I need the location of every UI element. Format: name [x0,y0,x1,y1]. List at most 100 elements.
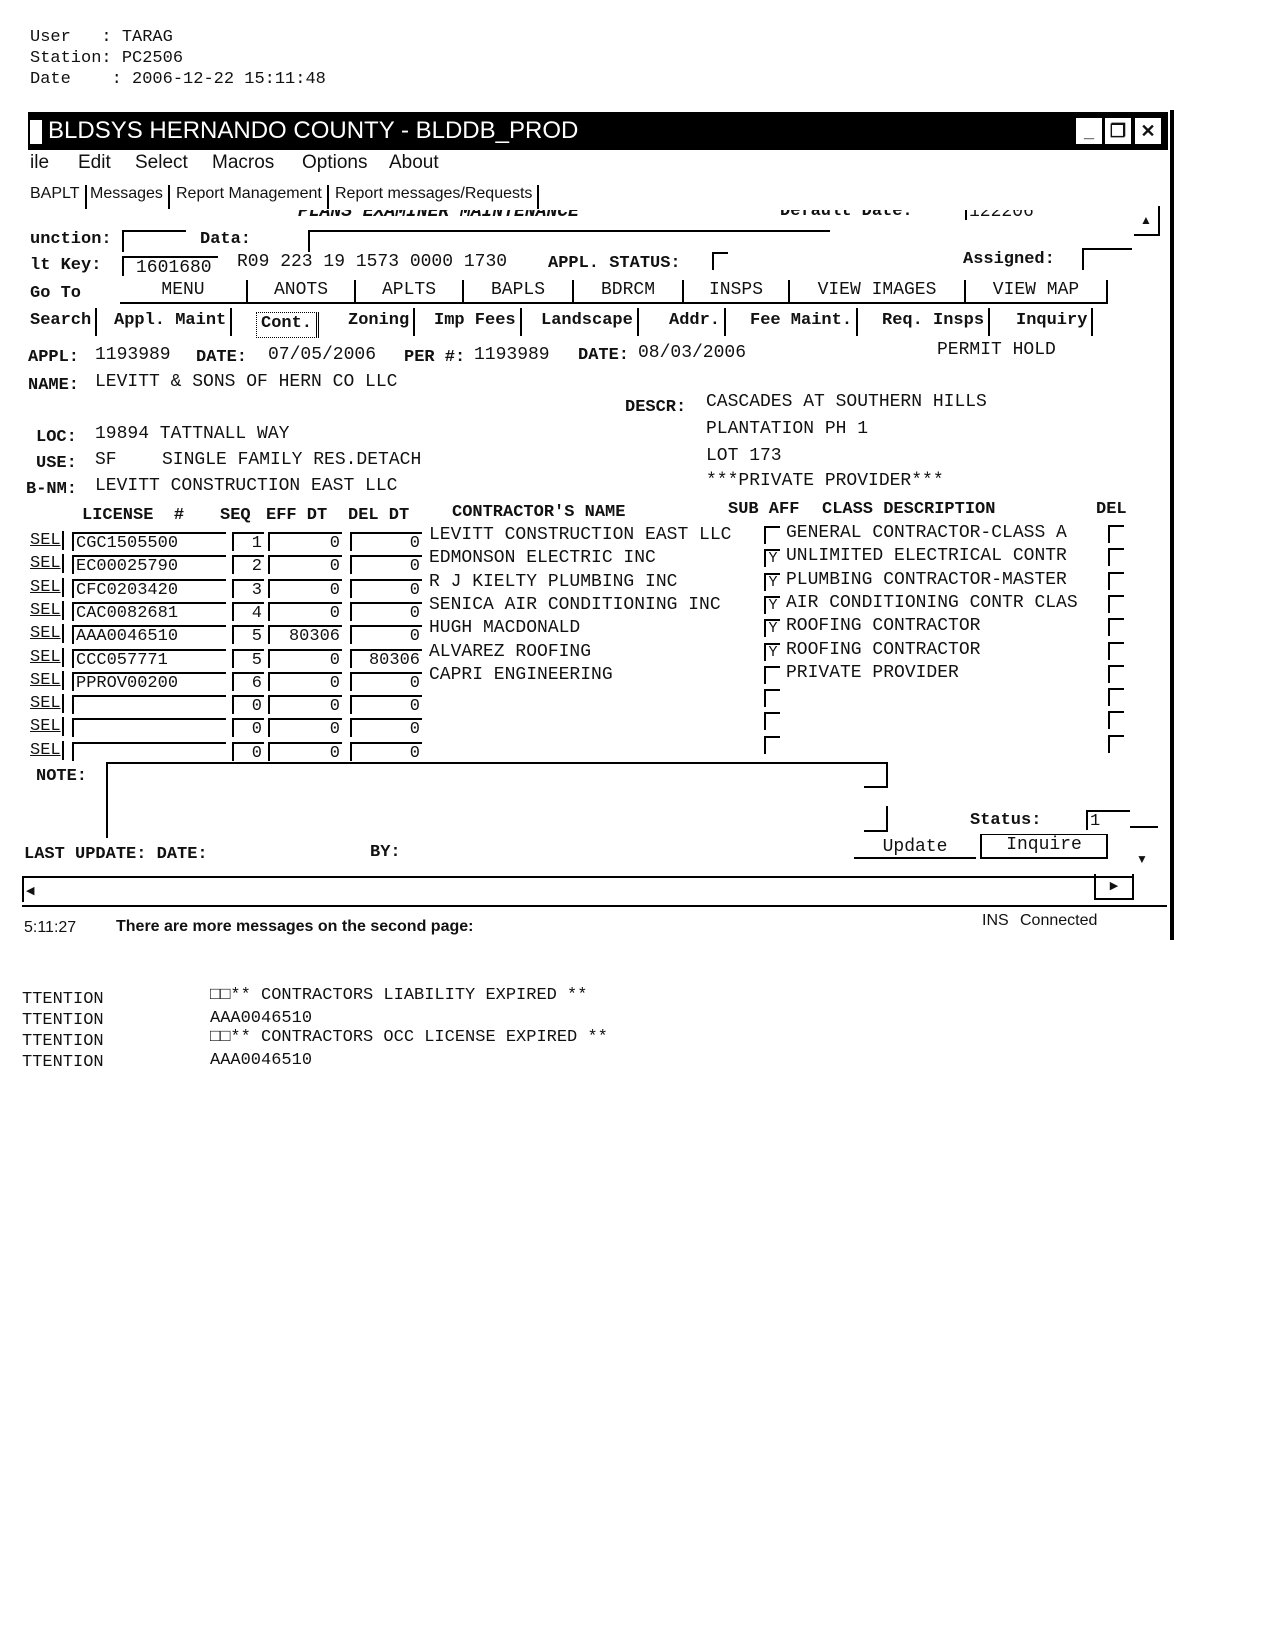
menu-about[interactable]: About [389,152,439,173]
sub-aff-checkbox[interactable]: Y [764,619,780,638]
goto-anots-button[interactable]: ANOTS [248,280,356,304]
del-checkbox[interactable] [1108,711,1124,730]
addr-button[interactable]: Addr. [665,308,727,336]
del-dt-input[interactable]: 0 [350,671,422,691]
seq-input[interactable]: 5 [232,648,264,668]
license-input[interactable] [72,718,226,738]
sel-button[interactable]: SEL [30,600,64,620]
eff-dt-input[interactable]: 0 [268,695,342,715]
del-dt-input[interactable]: 0 [350,578,422,598]
update-button[interactable]: Update [854,837,976,859]
del-checkbox[interactable] [1108,571,1124,590]
goto-aplts-button[interactable]: APLTS [356,280,464,304]
seq-input[interactable]: 1 [232,532,264,551]
eff-dt-input[interactable]: 0 [268,578,342,598]
license-input[interactable]: PPROV00200 [72,671,226,691]
scroll-right-icon[interactable]: ▶ [1094,874,1134,900]
minimize-icon[interactable]: _ [1075,117,1103,145]
tab-messages[interactable]: Messages [90,185,170,209]
sub-aff-checkbox[interactable]: Y [764,572,780,591]
eff-dt-input[interactable]: 0 [268,671,342,691]
goto-view-images-button[interactable]: VIEW IMAGES [790,280,966,304]
license-input[interactable]: CFC0203420 [72,578,226,598]
menu-select[interactable]: Select [135,152,188,173]
appl-status-input[interactable] [712,252,728,270]
zoning-button[interactable]: Zoning [344,308,416,336]
eff-dt-input[interactable]: 0 [268,532,342,551]
del-checkbox[interactable] [1108,641,1124,660]
inquire-button[interactable]: Inquire [980,834,1108,859]
sel-button[interactable]: SEL [30,740,64,760]
sub-aff-checkbox[interactable]: Y [764,595,780,614]
seq-input[interactable]: 0 [232,695,264,715]
del-dt-input[interactable]: 80306 [350,648,422,668]
appl-maint-button[interactable]: Appl. Maint [110,308,233,336]
del-dt-input[interactable]: 0 [350,718,422,738]
seq-input[interactable]: 5 [232,625,264,645]
goto-bapls-button[interactable]: BAPLS [464,280,574,304]
eff-dt-input[interactable]: 0 [268,718,342,738]
horizontal-scrollbar[interactable] [22,876,1134,902]
tab-baplt[interactable]: BAPLT [30,185,87,209]
assigned-input[interactable] [1082,248,1132,270]
sub-aff-checkbox[interactable] [764,689,780,708]
goto-menu-button[interactable]: MENU [120,280,248,304]
status-input[interactable]: 1 [1086,810,1130,830]
scroll-down-icon[interactable]: ▼ [1136,852,1148,866]
sub-aff-checkbox[interactable] [764,735,780,754]
restore-icon[interactable]: ❐ [1104,117,1132,145]
sel-button[interactable]: SEL [30,577,64,597]
del-checkbox[interactable] [1108,618,1124,637]
del-checkbox[interactable] [1108,548,1124,567]
note-input[interactable] [106,762,888,838]
license-input[interactable]: CCC057771 [72,648,226,668]
fee-maint-button[interactable]: Fee Maint. [746,308,859,336]
eff-dt-input[interactable]: 0 [268,648,342,668]
sub-aff-checkbox[interactable] [764,526,780,544]
seq-input[interactable]: 0 [232,718,264,738]
data-input[interactable] [308,230,830,252]
tab-report-messages[interactable]: Report messages/Requests [335,185,540,209]
license-input[interactable] [72,741,226,761]
tab-report-management[interactable]: Report Management [176,185,329,209]
eff-dt-input[interactable]: 80306 [268,625,342,645]
search-button[interactable]: Search [26,308,98,336]
license-input[interactable] [72,695,226,715]
menu-file[interactable]: ile [30,152,50,173]
del-dt-input[interactable]: 0 [350,741,422,761]
sel-button[interactable]: SEL [30,670,64,690]
alt-key-input[interactable]: 1601680 [122,256,218,278]
license-input[interactable]: CAC0082681 [72,601,226,621]
landscape-button[interactable]: Landscape [537,308,639,336]
eff-dt-input[interactable]: 0 [268,601,342,621]
sel-button[interactable]: SEL [30,647,64,667]
imp-fees-button[interactable]: Imp Fees [430,308,522,336]
goto-insps-button[interactable]: INSPS [684,280,790,304]
eff-dt-input[interactable]: 0 [268,555,342,575]
license-input[interactable]: EC00025790 [72,555,226,575]
del-checkbox[interactable] [1108,688,1124,707]
function-input[interactable] [122,230,186,252]
sub-aff-checkbox[interactable]: Y [764,549,780,568]
del-dt-input[interactable]: 0 [350,695,422,715]
del-dt-input[interactable]: 0 [350,555,422,575]
sel-button[interactable]: SEL [30,717,64,737]
del-dt-input[interactable]: 0 [350,601,422,621]
sel-button[interactable]: SEL [30,554,64,574]
del-checkbox[interactable] [1108,525,1124,543]
seq-input[interactable]: 2 [232,555,264,575]
inquiry-button[interactable]: Inquiry [1012,308,1094,336]
sel-button[interactable]: SEL [30,694,64,714]
close-icon[interactable]: ✕ [1134,117,1162,145]
seq-input[interactable]: 4 [232,601,264,621]
sub-aff-checkbox[interactable] [764,665,780,684]
del-dt-input[interactable]: 0 [350,532,422,551]
license-input[interactable]: CGC1505500 [72,532,226,551]
seq-input[interactable]: 6 [232,671,264,691]
menu-options[interactable]: Options [302,152,368,173]
req-insps-button[interactable]: Req. Insps [878,308,991,336]
sel-button[interactable]: SEL [30,624,64,644]
sub-aff-checkbox[interactable]: Y [764,642,780,661]
sel-button[interactable]: SEL [30,531,64,550]
seq-input[interactable]: 0 [232,741,264,761]
